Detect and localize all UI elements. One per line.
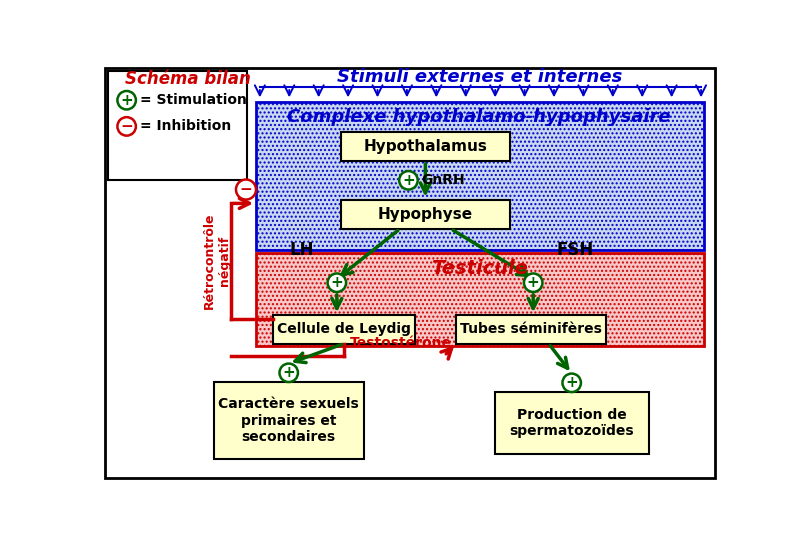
Text: Production de
spermatozoïdes: Production de spermatozoïdes [510, 408, 634, 438]
FancyBboxPatch shape [108, 71, 246, 180]
Text: −: − [120, 119, 133, 134]
Circle shape [118, 91, 136, 110]
Text: Caractère sexuels
primaires et
secondaires: Caractère sexuels primaires et secondair… [218, 397, 359, 444]
Text: −: − [240, 182, 252, 197]
Circle shape [328, 273, 346, 292]
Text: = Stimulation: = Stimulation [141, 93, 247, 107]
FancyBboxPatch shape [456, 315, 606, 343]
FancyBboxPatch shape [214, 382, 364, 459]
Text: Hypothalamus: Hypothalamus [363, 139, 487, 154]
Circle shape [118, 117, 136, 136]
Text: +: + [282, 365, 295, 380]
Text: Schéma bilan: Schéma bilan [125, 70, 251, 87]
Text: = Inhibition: = Inhibition [141, 119, 232, 133]
Text: +: + [527, 275, 539, 290]
Text: +: + [120, 93, 133, 107]
Text: Complexe hypothalamo-hypophysaire: Complexe hypothalamo-hypophysaire [287, 108, 671, 126]
Text: FSH: FSH [557, 241, 594, 259]
Text: Tubes séminifères: Tubes séminifères [460, 322, 602, 336]
FancyBboxPatch shape [105, 68, 715, 477]
FancyBboxPatch shape [341, 200, 510, 229]
Text: Rétrocontrôle
négatif: Rétrocontrôle négatif [202, 213, 230, 309]
FancyBboxPatch shape [494, 392, 649, 454]
Circle shape [524, 273, 542, 292]
FancyBboxPatch shape [273, 315, 415, 343]
FancyBboxPatch shape [256, 102, 704, 249]
Circle shape [236, 179, 256, 200]
Text: +: + [330, 275, 343, 290]
Text: GnRH: GnRH [422, 173, 465, 187]
Circle shape [399, 171, 418, 190]
Text: +: + [566, 375, 578, 390]
Text: Testicule: Testicule [431, 259, 528, 278]
Text: Testostérone: Testostérone [350, 336, 452, 350]
Text: +: + [402, 173, 415, 188]
Text: Hypophyse: Hypophyse [378, 207, 473, 222]
Text: Cellule de Leydig: Cellule de Leydig [278, 322, 411, 336]
FancyBboxPatch shape [256, 253, 704, 346]
Text: Stimuli externes et internes: Stimuli externes et internes [337, 68, 622, 86]
Circle shape [562, 374, 581, 392]
Circle shape [279, 363, 298, 382]
FancyBboxPatch shape [341, 132, 510, 161]
Text: LH: LH [290, 241, 314, 259]
